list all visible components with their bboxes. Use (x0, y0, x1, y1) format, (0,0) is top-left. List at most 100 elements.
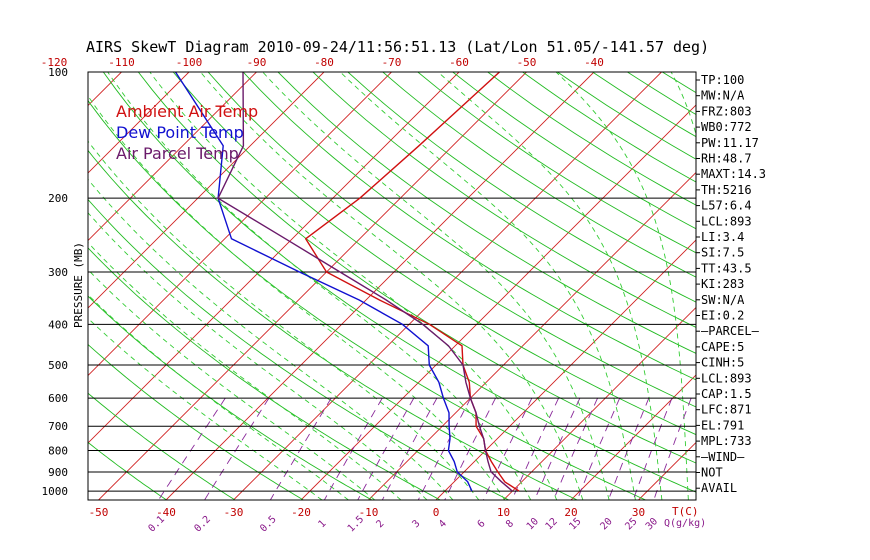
dry-adiabat-line (137, 72, 696, 464)
mixing-ratio-line (482, 397, 533, 500)
index-label: MPL:733 (701, 434, 752, 448)
mixing-ratio-tick-label: 30 (644, 516, 660, 532)
temp-unit-label: T(C) (672, 505, 699, 518)
mixing-ratio-tick-label: 0.5 (258, 514, 279, 535)
moist-adiabat-lines (88, 72, 696, 500)
dry-adiabat-line (767, 72, 870, 500)
mixing-ratio-line (444, 397, 496, 500)
mixing-ratio-line (323, 397, 383, 500)
index-label: EL:791 (701, 418, 744, 432)
index-label: MW:N/A (701, 89, 745, 103)
moist-adiabat-line (262, 72, 610, 500)
moist-adiabat-line (200, 72, 584, 500)
isotherm-line (98, 72, 527, 500)
index-label: NOT (701, 466, 723, 480)
index-label: LCL:893 (701, 214, 752, 228)
mixing-ratio-tick-label: 20 (598, 516, 614, 532)
dry-adiabat-line (88, 247, 441, 500)
moist-adiabat-line (88, 178, 454, 500)
mixing-ratio-line (553, 397, 599, 500)
index-label: L57:6.4 (701, 199, 752, 213)
dry-adiabat-line (837, 72, 870, 500)
index-label: TT:43.5 (701, 261, 752, 275)
mixing-ratio-line (607, 397, 650, 500)
mixing-ratio-tick-label: 0.2 (192, 514, 213, 535)
isotherm-line (233, 72, 662, 500)
mixing-ratio-unit-label: Q(g/kg) (664, 518, 706, 529)
mixing-ratio-line (417, 397, 472, 500)
isotherm-line (774, 72, 870, 500)
isotherm-line (570, 374, 696, 500)
legend-entry: Ambient Air Temp (116, 102, 258, 121)
dry-adiabat-line (88, 198, 509, 500)
mixing-ratio-tick-label: 1 (317, 518, 329, 530)
moist-adiabat-line (149, 72, 558, 500)
top-temp-tick-label: -70 (382, 56, 402, 69)
moist-adiabat-line (88, 212, 428, 500)
isotherm-line (368, 171, 696, 500)
index-label: AVAIL (701, 481, 737, 495)
legend-entry: Dew Point Temp (116, 123, 244, 142)
mixing-ratio-lines (158, 397, 692, 500)
bottom-temp-tick-label: -30 (224, 506, 244, 519)
isotherm-line (503, 306, 696, 500)
mixing-ratio-line (158, 397, 226, 500)
index-label: MAXT:14.3 (701, 167, 766, 181)
mixing-ratio-tick-label: 6 (476, 518, 488, 530)
dry-adiabat-line (88, 441, 167, 500)
isotherm-line (88, 72, 460, 444)
bottom-temp-tick-label: -40 (156, 506, 176, 519)
bottom-temp-tick-label: 30 (632, 506, 645, 519)
dry-adiabat-line (382, 72, 696, 278)
dry-adiabat-line (88, 392, 236, 500)
y-axis-label: PRESSURE (MB) (72, 242, 85, 328)
mixing-ratio-line (204, 397, 270, 500)
top-temp-tick-label: -60 (449, 56, 469, 69)
mixing-ratio-tick-label: 4 (437, 518, 449, 530)
index-label: LCL:893 (701, 371, 752, 385)
index-label: —WIND— (701, 450, 745, 464)
isotherm-lines (88, 72, 870, 500)
legend-entry: Air Parcel Temp (116, 144, 239, 163)
pressure-tick-label: 1000 (42, 485, 69, 498)
moist-adiabat-line (107, 72, 532, 500)
isotherm-line (841, 72, 870, 500)
mixing-ratio-line (381, 397, 438, 500)
moist-adiabat-line (88, 241, 402, 500)
top-temp-tick-label: -110 (108, 56, 135, 69)
mixing-ratio-tick-label: 12 (544, 516, 560, 532)
sounding-series (174, 72, 520, 492)
pressure-tick-label: 800 (48, 445, 68, 458)
legend: Ambient Air Temp Dew Point Temp Air Parcel… (116, 102, 258, 163)
pressure-tick-label: 400 (48, 318, 68, 331)
isotherm-line (88, 72, 257, 242)
mixing-ratio-line (632, 397, 673, 500)
pressure-tick-label: 200 (48, 192, 68, 205)
top-temp-tick-label: -50 (517, 56, 537, 69)
mixing-ratio-tick-label: 10 (525, 516, 541, 532)
dry-adiabat-line (88, 343, 304, 500)
series-line (217, 72, 513, 492)
index-label: EI:0.2 (701, 309, 744, 323)
series-line (174, 72, 473, 492)
index-label: WB0:772 (701, 120, 752, 134)
dry-adiabat-line (277, 72, 696, 354)
mixing-ratio-tick-label: 3 (411, 518, 423, 530)
pressure-tick-label: 300 (48, 266, 68, 279)
bottom-temp-tick-label: 10 (497, 506, 510, 519)
moist-adiabat-line (88, 294, 349, 500)
isotherm-line (88, 72, 190, 174)
dry-adiabat-line (487, 72, 696, 206)
top-temp-tick-label: -40 (584, 56, 604, 69)
isotherm-line (300, 104, 696, 500)
index-label: CAP:1.5 (701, 387, 752, 401)
bottom-temp-tick-label: -10 (359, 506, 379, 519)
mixing-ratio-tick-label: 8 (504, 518, 516, 530)
chart-title: AIRS SkewT Diagram 2010-09-24/11:56:51.1… (86, 38, 709, 56)
dry-adiabat-line (207, 72, 696, 408)
index-label: RH:48.7 (701, 152, 752, 166)
dry-adiabat-line (802, 72, 870, 500)
bottom-temp-tick-label: 0 (433, 506, 440, 519)
moist-adiabat-line (88, 268, 376, 500)
